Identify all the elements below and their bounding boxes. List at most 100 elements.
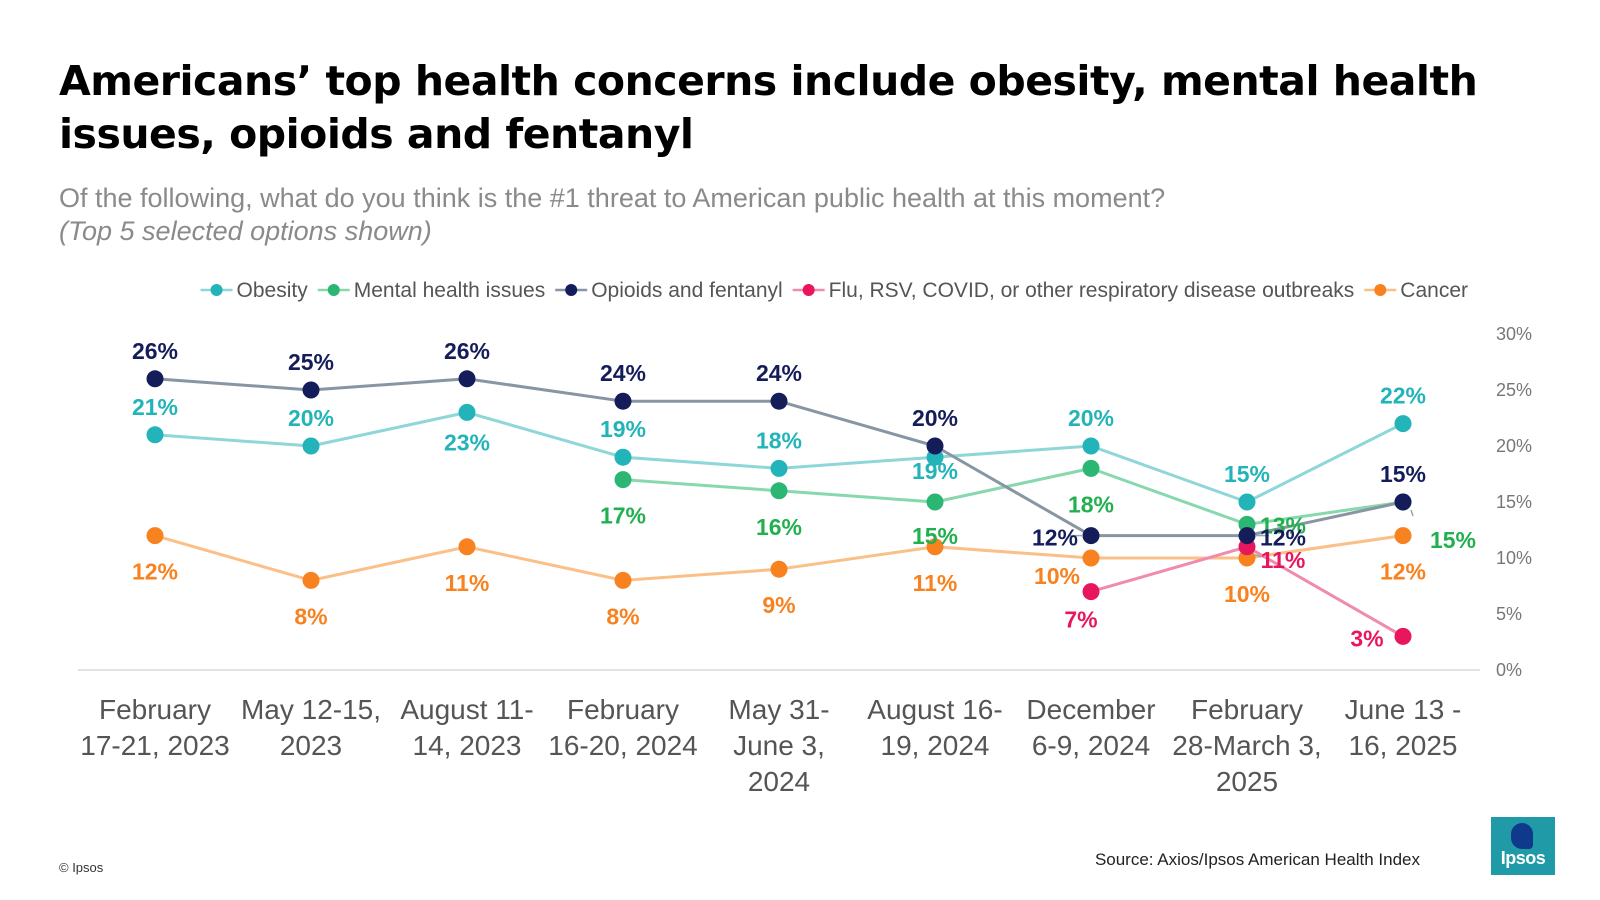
data-label: 12% xyxy=(132,559,178,585)
data-point xyxy=(1238,493,1256,511)
data-label: 12% xyxy=(1380,559,1426,585)
legend-swatch-dot xyxy=(1374,284,1387,296)
data-label: 18% xyxy=(756,427,802,453)
data-point xyxy=(1238,527,1256,545)
data-label: 15% xyxy=(1224,461,1270,487)
data-label: 15% xyxy=(1430,527,1476,553)
x-tick-label: December xyxy=(1026,694,1155,725)
data-point xyxy=(1082,527,1100,545)
data-point xyxy=(1082,549,1100,567)
data-point xyxy=(770,482,788,500)
x-tick-label: 14, 2023 xyxy=(413,730,522,761)
x-tick-label: 28-March 3, xyxy=(1172,730,1321,761)
data-point xyxy=(1394,627,1412,645)
data-point xyxy=(1394,415,1412,433)
x-tick-label: February xyxy=(99,694,211,725)
data-label: 17% xyxy=(600,503,646,529)
x-tick-label: February xyxy=(1191,694,1303,725)
data-point xyxy=(926,538,944,556)
data-label: 10% xyxy=(1224,581,1270,607)
data-label: 8% xyxy=(294,603,327,629)
data-label: 9% xyxy=(762,592,795,618)
ipsos-logo-word: Ipsos xyxy=(1500,848,1546,868)
x-tick-label: August 16- xyxy=(867,694,1002,725)
data-label: 26% xyxy=(444,338,490,364)
data-label: 21% xyxy=(132,394,178,420)
data-point xyxy=(458,403,476,421)
data-label: 7% xyxy=(1064,607,1097,633)
data-label: 16% xyxy=(756,514,802,540)
legend-label: Flu, RSV, COVID, or other respiratory di… xyxy=(829,279,1355,302)
y-tick-label: 0% xyxy=(1496,660,1522,680)
data-point xyxy=(458,370,476,388)
x-tick-label: May 31- xyxy=(728,694,829,725)
data-point xyxy=(1082,437,1100,455)
data-point xyxy=(614,392,632,410)
legend-label: Obesity xyxy=(237,279,309,302)
data-label: 11% xyxy=(445,570,490,596)
data-point xyxy=(146,426,164,444)
x-tick-label: May 12-15, xyxy=(241,694,381,725)
data-label: 18% xyxy=(1068,491,1114,517)
data-point xyxy=(614,471,632,489)
data-point xyxy=(770,459,788,477)
data-point xyxy=(458,538,476,556)
data-label: 15% xyxy=(1380,461,1426,487)
x-tick-label: 16-20, 2024 xyxy=(548,730,697,761)
legend-swatch-dot xyxy=(327,284,340,296)
data-point xyxy=(614,448,632,466)
data-label: 19% xyxy=(600,416,646,442)
data-point xyxy=(1082,583,1100,601)
data-point xyxy=(1394,493,1412,511)
x-tick-label: 19, 2024 xyxy=(881,730,990,761)
data-label: 20% xyxy=(912,405,958,431)
data-label: 22% xyxy=(1380,383,1426,409)
data-label: 26% xyxy=(132,338,178,364)
legend-swatch-dot xyxy=(210,284,223,296)
x-tick-label: 16, 2025 xyxy=(1349,730,1458,761)
x-tick-label: August 11- xyxy=(400,694,533,725)
x-tick-label: 17-21, 2023 xyxy=(80,730,229,761)
data-label: 3% xyxy=(1350,625,1383,651)
source-text: Source: Axios/Ipsos American Health Inde… xyxy=(1094,850,1420,869)
legend-label: Mental health issues xyxy=(354,279,545,302)
y-tick-label: 25% xyxy=(1496,380,1532,400)
data-point xyxy=(302,571,320,589)
data-label: 8% xyxy=(606,603,639,629)
x-tick-label: February xyxy=(567,694,679,725)
y-tick-label: 5% xyxy=(1496,604,1522,624)
data-label: 24% xyxy=(600,360,646,386)
ipsos-logo-mark xyxy=(1511,823,1533,849)
data-label: 20% xyxy=(288,405,334,431)
ipsos-logo: Ipsos xyxy=(1491,817,1555,875)
data-label: 11% xyxy=(1261,547,1306,573)
data-point xyxy=(926,493,944,511)
data-point xyxy=(302,437,320,455)
x-tick-label: 6-9, 2024 xyxy=(1032,730,1150,761)
chart-subtitle: Of the following, what do you think is t… xyxy=(59,183,1166,213)
data-label: 23% xyxy=(444,429,490,455)
copyright-text: © Ipsos xyxy=(59,860,104,875)
y-tick-label: 10% xyxy=(1496,548,1532,568)
data-label: 13% xyxy=(1260,512,1306,538)
data-label: 19% xyxy=(912,458,958,484)
x-tick-label: June 13 - xyxy=(1345,694,1462,725)
data-label: 25% xyxy=(288,349,334,375)
data-label: 24% xyxy=(756,360,802,386)
data-label: 15% xyxy=(912,523,958,549)
x-tick-label: June 3, xyxy=(733,730,825,761)
data-label: 20% xyxy=(1068,405,1114,431)
y-tick-label: 20% xyxy=(1496,436,1532,456)
data-label: 12% xyxy=(1260,525,1306,551)
x-tick-label: 2023 xyxy=(280,730,342,761)
x-tick-label: 2025 xyxy=(1216,766,1278,797)
data-point xyxy=(1394,527,1412,545)
legend-label: Cancer xyxy=(1400,279,1468,302)
chart-title: Americans’ top health concerns include o… xyxy=(59,57,1478,158)
data-point xyxy=(926,437,944,455)
data-point xyxy=(146,527,164,545)
data-point xyxy=(146,370,164,388)
data-label: 12% xyxy=(1032,525,1078,551)
x-tick-label: 2024 xyxy=(748,766,810,797)
